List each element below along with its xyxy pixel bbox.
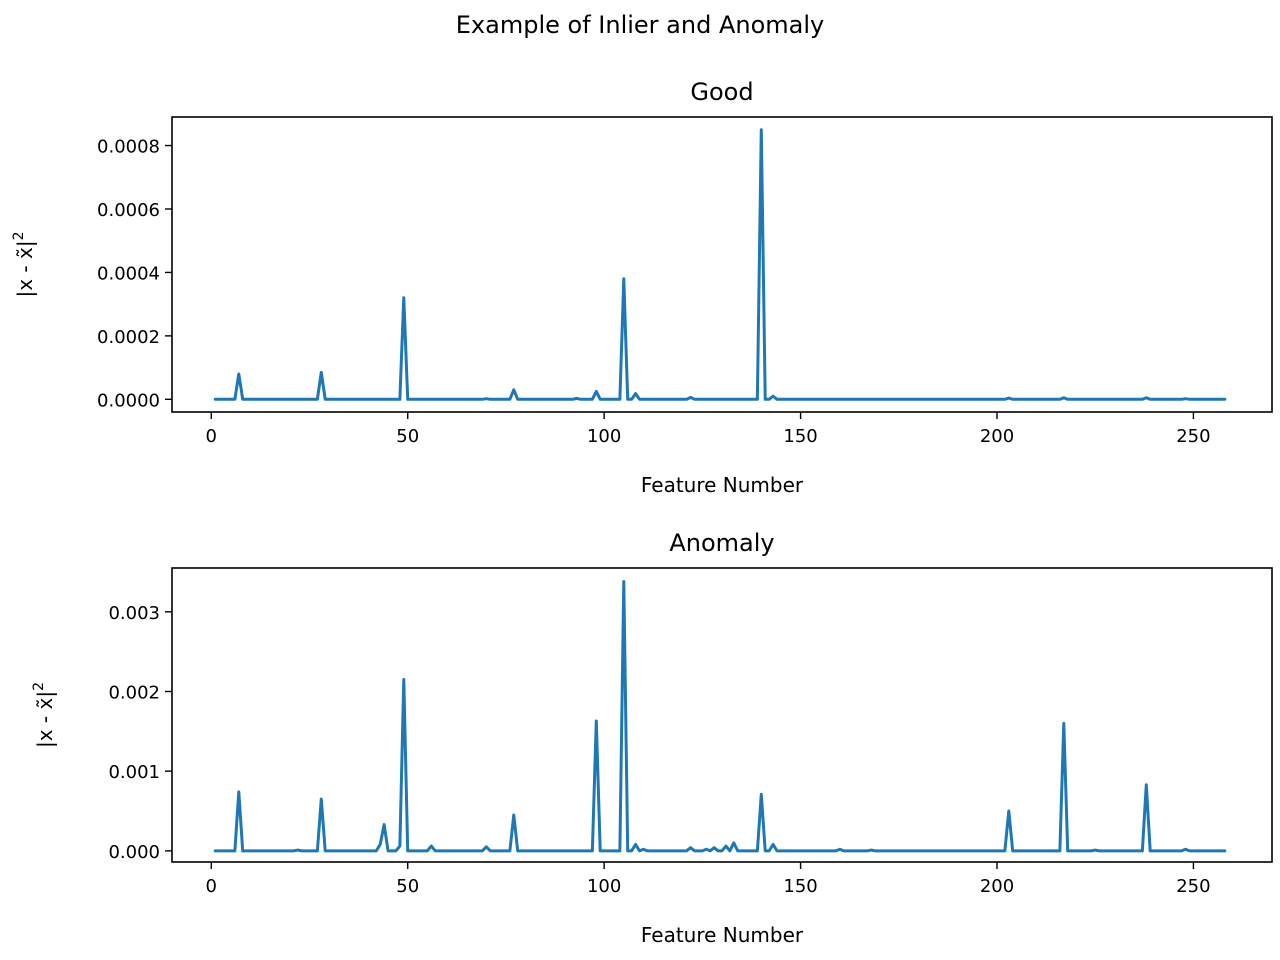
- plot-title-anomaly: Anomaly: [669, 529, 774, 557]
- plot-title-good: Good: [690, 78, 753, 106]
- axes-frame-anomaly: [171, 567, 1273, 863]
- x-tick-label-good: 150: [783, 426, 817, 447]
- series-line-anomaly: [213, 580, 1227, 853]
- x-tick-label-good: 50: [396, 426, 419, 447]
- plot-anomaly: Anomaly 0 50 100 150 200 250 0.000 0.001 0.002 0.0…: [31, 529, 1273, 947]
- y-tick-label-anomaly: 0.000: [108, 842, 160, 863]
- y-tick-label-good: 0.0002: [97, 327, 160, 348]
- y-tick-label-anomaly: 0.001: [108, 762, 160, 783]
- x-tick-label-anomaly: 0: [206, 876, 217, 897]
- y-tick-label-good: 0.0008: [97, 137, 160, 158]
- axes-frame-good: [171, 116, 1273, 413]
- y-tick-label-anomaly: 0.003: [108, 603, 160, 624]
- plot-good: Good 0 50 100 150 200 250 0.0000 0.0002 0.0004 0.0…: [11, 78, 1273, 497]
- figure-suptitle: Example of Inlier and Anomaly: [456, 11, 824, 39]
- x-tick-label-good: 0: [206, 426, 217, 447]
- x-tick-label-anomaly: 200: [980, 876, 1014, 897]
- series-line-good: [213, 128, 1227, 401]
- y-axis-label-good: |x - x̃|2: [11, 231, 37, 297]
- x-axis-label-good: Feature Number: [641, 473, 804, 497]
- x-tick-label-anomaly: 250: [1176, 876, 1210, 897]
- y-tick-label-anomaly: 0.002: [108, 682, 160, 703]
- x-tick-label-anomaly: 150: [783, 876, 817, 897]
- y-tick-label-good: 0.0006: [97, 200, 160, 221]
- y-axis-label-anomaly: |x - x̃|2: [31, 682, 57, 748]
- x-tick-label-good: 200: [980, 426, 1014, 447]
- x-tick-label-anomaly: 50: [396, 876, 419, 897]
- y-tick-label-good: 0.0000: [97, 390, 160, 411]
- x-axis-label-anomaly: Feature Number: [641, 923, 804, 947]
- y-tick-label-good: 0.0004: [97, 263, 160, 284]
- x-tick-label-good: 100: [587, 426, 621, 447]
- x-tick-label-good: 250: [1176, 426, 1210, 447]
- x-tick-label-anomaly: 100: [587, 876, 621, 897]
